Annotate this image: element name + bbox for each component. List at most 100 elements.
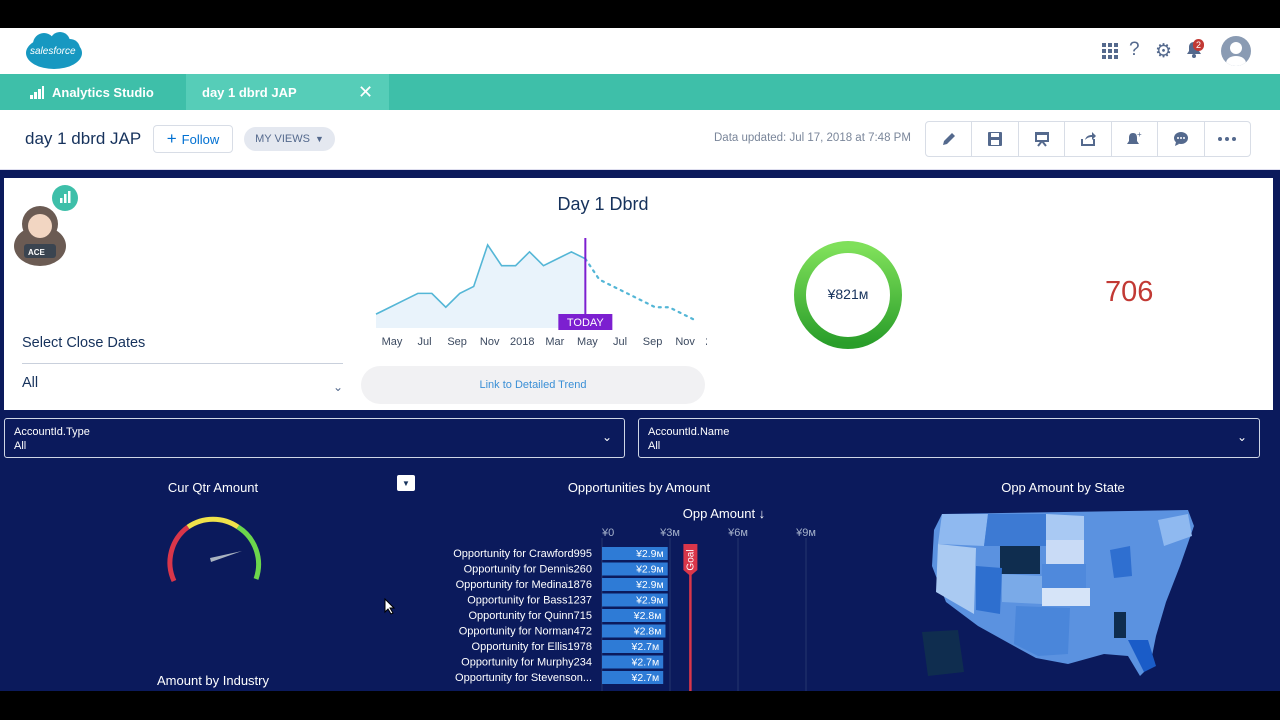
chevron-down-icon: ⌄	[332, 380, 343, 394]
bar	[602, 562, 668, 576]
bar	[602, 609, 666, 622]
svg-text:+: +	[1137, 131, 1142, 139]
tab-analytics-studio-label: Analytics Studio	[52, 84, 154, 100]
bar-category-label: Opportunity for Ellis1978	[472, 641, 592, 653]
industry-title: Amount by Industry	[157, 673, 269, 688]
bar-value-label: ¥2.9м	[635, 564, 664, 576]
divider	[22, 363, 343, 364]
goal-label: Goal	[685, 549, 696, 570]
big-number-metric[interactable]: 706	[1105, 276, 1154, 308]
chevron-down-icon: ▼	[402, 478, 410, 488]
tab-dashboard-label: day 1 dbrd JAP	[202, 84, 297, 100]
x-tick-label: ¥6м	[727, 527, 748, 539]
close-dates-select[interactable]: All ⌄	[22, 374, 343, 398]
cur-qtr-gauge[interactable]	[158, 503, 268, 588]
tab-analytics-studio[interactable]: Analytics Studio	[0, 74, 185, 110]
bar-category-label: Opportunity for Dennis260	[464, 564, 592, 576]
x-tick-label: Sep	[643, 336, 663, 348]
bar-value-label: ¥2.7м	[631, 657, 660, 669]
global-header: salesforce ? ⚙ 2	[0, 28, 1280, 74]
bar	[602, 593, 668, 607]
account-name-filter[interactable]: AccountId.Name All ⌄	[638, 418, 1260, 458]
bar-value-label: ¥2.7м	[631, 641, 660, 653]
notify-bell-plus-icon[interactable]: +	[1112, 122, 1159, 156]
x-tick-label: 2019	[705, 336, 707, 348]
help-icon[interactable]: ?	[1129, 39, 1140, 60]
x-tick-label: 2018	[510, 336, 534, 348]
tab-bar: Analytics Studio day 1 dbrd JAP ✕	[0, 74, 1280, 110]
share-icon[interactable]	[1065, 122, 1112, 156]
x-tick-label: Sep	[447, 336, 467, 348]
x-tick-label: ¥0	[601, 527, 614, 539]
x-tick-label: Nov	[480, 336, 500, 348]
logo-text: salesforce	[30, 46, 76, 57]
gauge-title: Cur Qtr Amount	[167, 480, 259, 495]
bar-value-label: ¥2.9м	[635, 579, 664, 591]
x-tick-label: Mar	[545, 336, 564, 348]
bar-value-label: ¥2.8м	[633, 626, 662, 638]
bar-value-label: ¥2.8м	[633, 610, 662, 622]
present-icon[interactable]	[1019, 122, 1066, 156]
x-tick-label: ¥9м	[795, 527, 816, 539]
bar-category-label: Opportunity for Crawford995	[453, 548, 592, 560]
today-label: TODAY	[567, 317, 605, 329]
save-icon[interactable]	[972, 122, 1019, 156]
account-type-value: All	[14, 440, 27, 452]
comment-icon[interactable]	[1158, 122, 1205, 156]
plus-icon: +	[166, 129, 177, 148]
bar	[602, 624, 666, 638]
select-close-dates-label: Select Close Dates	[22, 335, 146, 351]
x-tick-label: ¥3м	[659, 527, 680, 539]
summary-panel: ACE Day 1 Dbrd Select Close Dates All ⌄ …	[4, 178, 1273, 410]
link-detailed-trend-button[interactable]: Link to Detailed Trend	[361, 366, 705, 404]
top-letterbox	[0, 0, 1280, 28]
bar-value-label: ¥2.9м	[635, 548, 664, 560]
dashboard-title: Day 1 Dbrd	[557, 194, 649, 214]
bar	[602, 655, 664, 669]
tab-dashboard[interactable]: day 1 dbrd JAP ✕	[186, 74, 389, 110]
account-type-filter[interactable]: AccountId.Type All ⌄	[4, 418, 625, 458]
dashboard-toolbar: +	[925, 121, 1251, 157]
opps-chart-title: Opportunities by Amount	[567, 480, 711, 495]
salesforce-logo[interactable]: salesforce	[24, 31, 84, 73]
trend-projected-line	[584, 257, 699, 323]
user-avatar[interactable]	[1221, 36, 1251, 66]
opps-xaxis-label: Opp Amount ↓	[682, 506, 766, 521]
bar-category-label: Opportunity for Bass1237	[467, 595, 592, 607]
bar-value-label: ¥2.9м	[635, 595, 664, 607]
edit-pencil-icon[interactable]	[926, 122, 973, 156]
x-tick-label: Nov	[675, 336, 695, 348]
bar-value-label: ¥2.7м	[631, 672, 660, 684]
astro-mascot: ACE	[10, 184, 88, 268]
analytics-bars-icon	[30, 85, 44, 99]
today-label-box	[558, 314, 613, 330]
notifications-bell-icon[interactable]: 2	[1185, 39, 1207, 62]
setup-gear-icon[interactable]: ⚙	[1155, 41, 1173, 62]
opportunities-bar-chart[interactable]: ¥0 ¥3м ¥6м ¥9м Opportunity for Crawford995 ¥2…	[430, 522, 850, 692]
bar	[602, 640, 664, 653]
chevron-down-icon: ▼	[314, 134, 324, 144]
more-actions-icon[interactable]	[1205, 122, 1250, 156]
x-tick-label: May	[577, 336, 598, 348]
goal-marker	[683, 544, 698, 576]
x-tick-label: Jul	[418, 336, 432, 348]
trend-line-chart[interactable]: TODAY May Jul Sep Nov 2018 Mar May Jul Sep Nov 2019	[362, 230, 707, 350]
account-name-value: All	[648, 440, 661, 452]
bar-category-label: Opportunity for Norman472	[459, 626, 592, 638]
link-detailed-trend-label: Link to Detailed Trend	[479, 379, 587, 391]
app-launcher-icon[interactable]	[1102, 43, 1118, 59]
x-tick-label: Jul	[613, 336, 627, 348]
my-views-button[interactable]: MY VIEWS ▼	[244, 127, 335, 151]
follow-button[interactable]: + Follow	[153, 125, 233, 153]
bar	[602, 671, 664, 684]
bottom-letterbox	[0, 691, 1280, 720]
bar-category-label: Opportunity for Quinn715	[468, 610, 592, 622]
gauge-dropdown-button[interactable]: ▼	[397, 475, 415, 491]
close-dates-value: All	[22, 375, 39, 391]
follow-label: Follow	[181, 131, 220, 147]
bar	[602, 547, 668, 560]
close-tab-icon[interactable]: ✕	[358, 82, 374, 102]
bar-category-label: Opportunity for Murphy234	[461, 657, 592, 669]
us-state-map[interactable]	[918, 506, 1198, 688]
amount-donut[interactable]: ¥821м	[792, 239, 904, 351]
